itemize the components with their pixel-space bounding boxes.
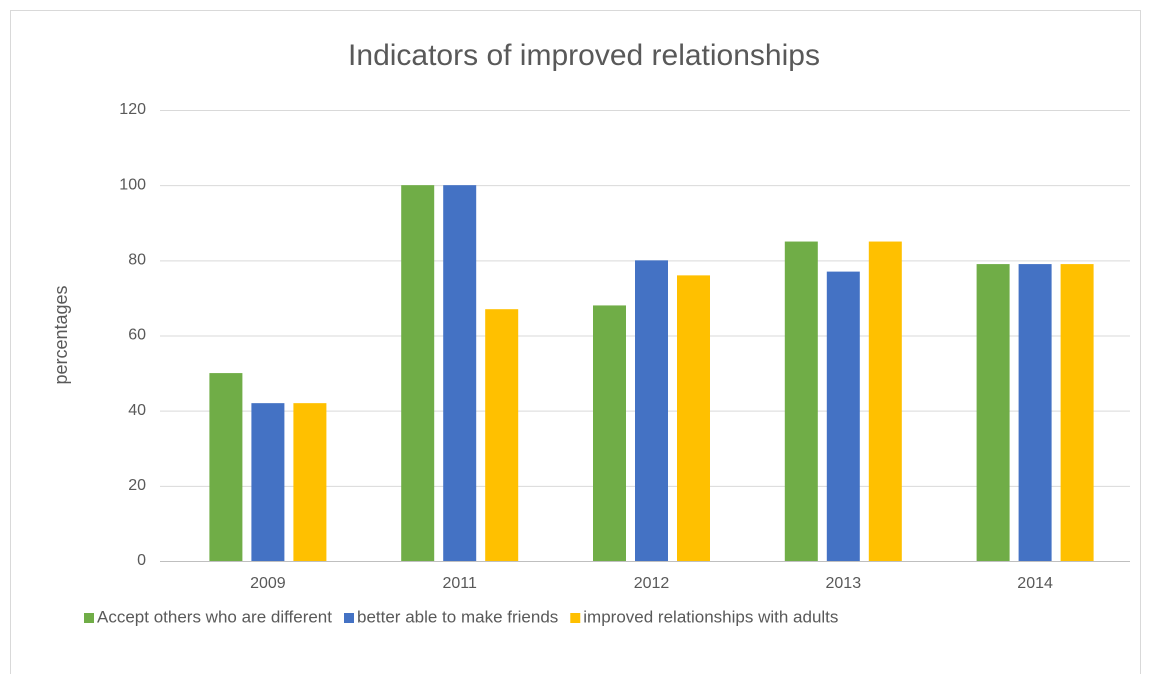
bar <box>485 309 519 561</box>
y-tick-label: 20 <box>128 477 146 494</box>
x-tick-label: 2013 <box>826 575 862 592</box>
bar <box>1060 264 1094 561</box>
y-tick-label: 100 <box>119 176 146 193</box>
bar <box>868 241 902 561</box>
y-axis-label: percentages <box>51 285 71 384</box>
bar <box>826 271 860 561</box>
bar <box>784 241 818 561</box>
y-tick-label: 80 <box>128 252 146 269</box>
legend-swatch <box>84 613 94 623</box>
legend-label: Accept others who are different <box>97 607 332 626</box>
legend-label: better able to make friends <box>357 607 558 626</box>
bar <box>976 264 1010 561</box>
bar <box>209 373 243 561</box>
bar <box>593 305 626 561</box>
x-tick-label: 2012 <box>634 575 670 592</box>
bar <box>401 185 435 561</box>
bar <box>293 403 327 561</box>
bar <box>1018 264 1052 561</box>
y-tick-label: 60 <box>128 327 146 344</box>
legend-swatch <box>344 613 354 623</box>
y-tick-label: 0 <box>137 552 146 569</box>
chart-border <box>10 10 1141 674</box>
bar <box>251 403 285 561</box>
x-tick-label: 2009 <box>250 575 286 592</box>
y-tick-label: 120 <box>119 101 146 118</box>
chart-title: Indicators of improved relationships <box>348 39 820 72</box>
bar <box>443 185 477 561</box>
y-tick-label: 40 <box>128 402 146 419</box>
x-tick-label: 2014 <box>1017 575 1053 592</box>
bar <box>677 275 710 561</box>
bar <box>635 260 668 561</box>
legend-label: improved relationships with adults <box>583 607 838 626</box>
legend-swatch <box>570 613 581 623</box>
x-tick-label: 2011 <box>442 575 477 592</box>
